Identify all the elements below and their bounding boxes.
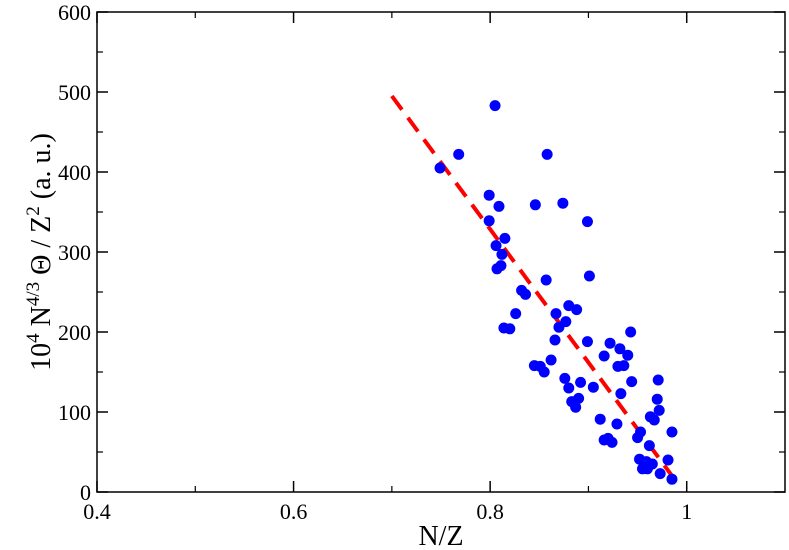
y-label-n: N — [26, 306, 57, 333]
data-point — [626, 376, 638, 388]
fit-line-layer — [390, 94, 679, 484]
data-point — [606, 436, 618, 448]
y-label-exp-4: 4 — [23, 333, 44, 343]
data-point — [581, 216, 593, 228]
data-points — [434, 100, 678, 485]
data-point — [643, 440, 655, 452]
data-point — [648, 414, 660, 426]
data-point — [489, 100, 501, 112]
data-point — [583, 270, 595, 282]
data-point — [587, 381, 599, 393]
x-tick-label: 0.8 — [476, 499, 504, 524]
data-point — [499, 232, 511, 244]
data-point — [632, 432, 644, 444]
data-point — [434, 162, 446, 174]
data-point — [666, 473, 678, 485]
data-point — [615, 388, 627, 400]
x-tick-label: 1 — [681, 499, 692, 524]
data-point — [575, 376, 587, 388]
data-point — [662, 454, 674, 466]
y-tick-label: 300 — [58, 240, 91, 265]
data-point — [622, 349, 634, 361]
data-point — [550, 308, 562, 320]
data-point — [653, 404, 665, 416]
data-point — [557, 197, 569, 209]
svg-text:104 N4/3 Θ / Z2 (a. u.): 104 N4/3 Θ / Z2 (a. u.) — [23, 133, 57, 371]
data-point — [614, 343, 626, 355]
data-point — [581, 336, 593, 348]
data-point — [495, 260, 507, 272]
data-point — [651, 393, 663, 405]
y-axis-label: 104 N4/3 Θ / Z2 (a. u.) — [23, 133, 57, 371]
data-point — [496, 248, 508, 260]
data-point — [652, 374, 664, 386]
data-point — [571, 304, 583, 316]
x-tick-label: 0.6 — [280, 499, 308, 524]
data-point — [540, 274, 552, 286]
data-point — [598, 350, 610, 362]
y-label-exp-2: 2 — [23, 206, 44, 216]
data-point — [510, 308, 522, 320]
y-tick-label: 0 — [80, 480, 91, 505]
y-tick-label: 200 — [58, 320, 91, 345]
y-tick-label: 600 — [58, 0, 91, 25]
data-point — [520, 288, 532, 300]
data-point — [453, 148, 465, 160]
data-point — [504, 323, 516, 335]
data-point — [559, 372, 571, 384]
data-point — [570, 401, 582, 413]
y-label-exp-43: 4/3 — [23, 282, 44, 306]
y-tick-label: 500 — [58, 80, 91, 105]
y-label-units: (a. u.) — [26, 133, 57, 206]
fit-line — [390, 94, 679, 484]
x-tick-label: 0.4 — [83, 499, 111, 524]
tick-labels: 0.4 0.6 0.8 1 0 100 200 300 400 500 600 — [58, 0, 692, 524]
data-point — [483, 215, 495, 227]
plot-frame — [96, 11, 786, 493]
data-point — [604, 337, 616, 349]
x-axis-label: N/Z — [418, 521, 463, 550]
axis-ticks — [96, 11, 785, 493]
data-point — [563, 382, 575, 394]
data-point — [666, 426, 678, 438]
data-point — [654, 468, 666, 480]
data-point — [545, 354, 557, 366]
data-point — [625, 326, 637, 338]
y-label-theta-z: Θ / Z — [26, 216, 57, 282]
data-point — [594, 413, 606, 425]
y-label-base: 10 — [26, 343, 57, 371]
y-tick-label: 100 — [58, 400, 91, 425]
y-tick-label: 400 — [58, 160, 91, 185]
data-point — [553, 321, 565, 333]
data-point — [490, 240, 502, 252]
data-point — [549, 334, 561, 346]
data-point — [529, 199, 541, 211]
data-point — [538, 366, 550, 378]
data-point — [493, 200, 505, 212]
data-point — [618, 360, 630, 372]
data-point — [541, 148, 553, 160]
data-point — [641, 463, 653, 475]
data-point — [483, 189, 495, 201]
data-point — [611, 418, 623, 430]
